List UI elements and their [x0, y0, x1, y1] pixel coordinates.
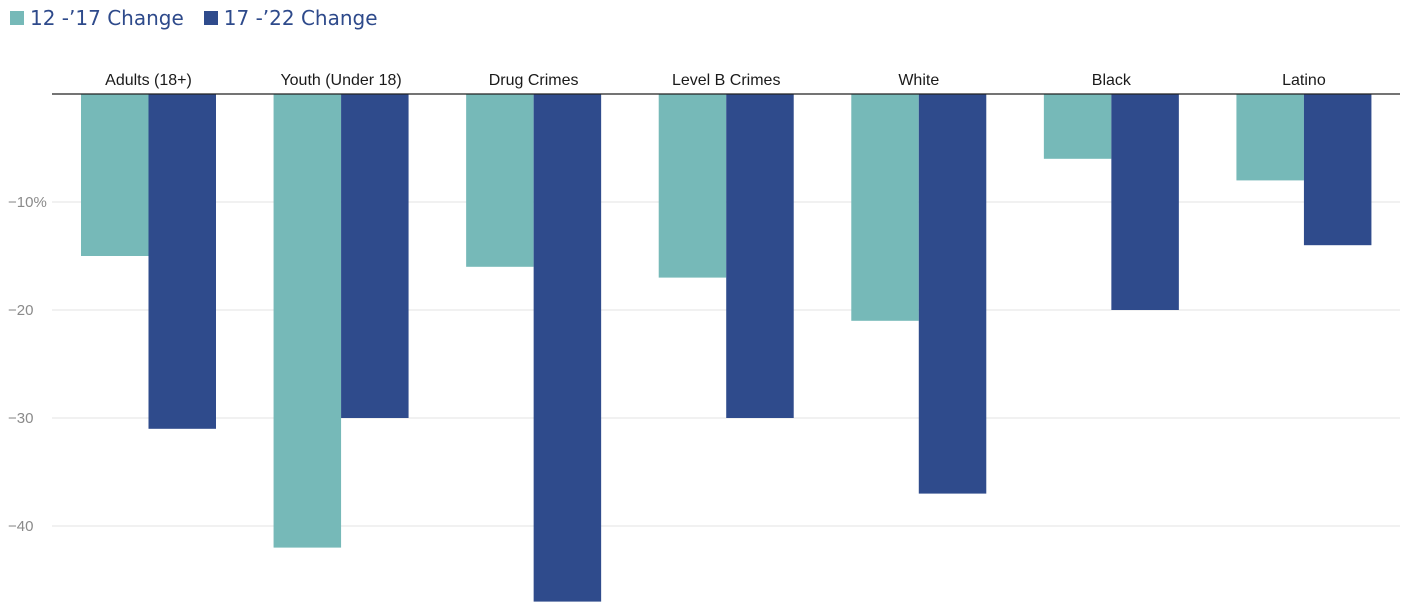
bar-series-2: [1111, 94, 1179, 310]
bar-series-1: [851, 94, 919, 321]
bar-series-1: [273, 94, 342, 548]
y-tick-label: −10%: [8, 194, 47, 211]
legend-item-series-1: 12 -’17 Change: [10, 6, 184, 30]
legend-label-series-1: 12 -’17 Change: [30, 6, 184, 30]
bar-series-1: [466, 94, 534, 267]
category-label: Adults (18+): [105, 72, 192, 89]
bar-series-2: [1303, 94, 1372, 246]
bar-series-2: [533, 94, 602, 602]
category-label: Latino: [1282, 72, 1326, 89]
category-label: White: [898, 72, 939, 89]
y-tick-label: −40: [8, 518, 33, 535]
chart-legend: 12 -’17 Change 17 -’22 Change: [10, 6, 378, 30]
legend-swatch-series-1: [10, 11, 24, 25]
y-tick-label: −30: [8, 410, 33, 427]
bar-series-1: [658, 94, 727, 278]
bar-series-1: [1043, 94, 1112, 159]
bar-series-1: [81, 94, 149, 256]
bar-series-2: [726, 94, 794, 418]
legend-label-series-2: 17 -’22 Change: [223, 6, 378, 30]
category-label: Drug Crimes: [489, 72, 579, 89]
bar-series-1: [1236, 94, 1304, 181]
bar-series-2: [148, 94, 216, 429]
category-label: Youth (Under 18): [280, 72, 401, 89]
legend-item-series-2: 17 -’22 Change: [203, 6, 378, 30]
category-label: Black: [1092, 72, 1132, 89]
category-label: Level B Crimes: [672, 72, 780, 89]
y-tick-label: −20: [8, 302, 33, 319]
legend-swatch-series-2: [203, 11, 218, 25]
bar-series-2: [341, 94, 409, 418]
bar-series-2: [918, 94, 987, 494]
